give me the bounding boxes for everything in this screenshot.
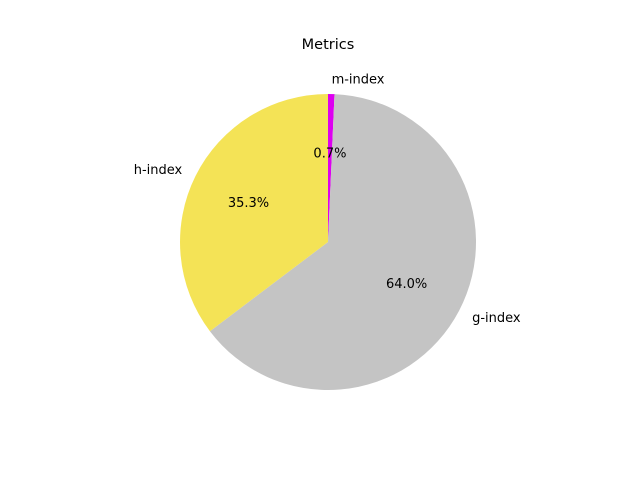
pie-slices	[180, 93, 477, 390]
pie-labels: m-index 0.7% g-index 64.0% h-index 35.3%	[134, 73, 521, 326]
slice-pct-g-index: 64.0%	[386, 277, 427, 292]
slice-label-g-index: g-index	[472, 311, 521, 326]
slice-pct-m-index: 0.7%	[313, 147, 346, 162]
pie-slice-g-index	[209, 94, 477, 390]
chart-title: Metrics	[302, 37, 355, 53]
pie-slice-m-index	[328, 93, 335, 243]
slice-pct-h-index: 35.3%	[228, 196, 269, 211]
slice-label-h-index: h-index	[134, 163, 183, 178]
slice-label-m-index: m-index	[332, 73, 385, 88]
pie-slice-h-index	[180, 94, 328, 332]
